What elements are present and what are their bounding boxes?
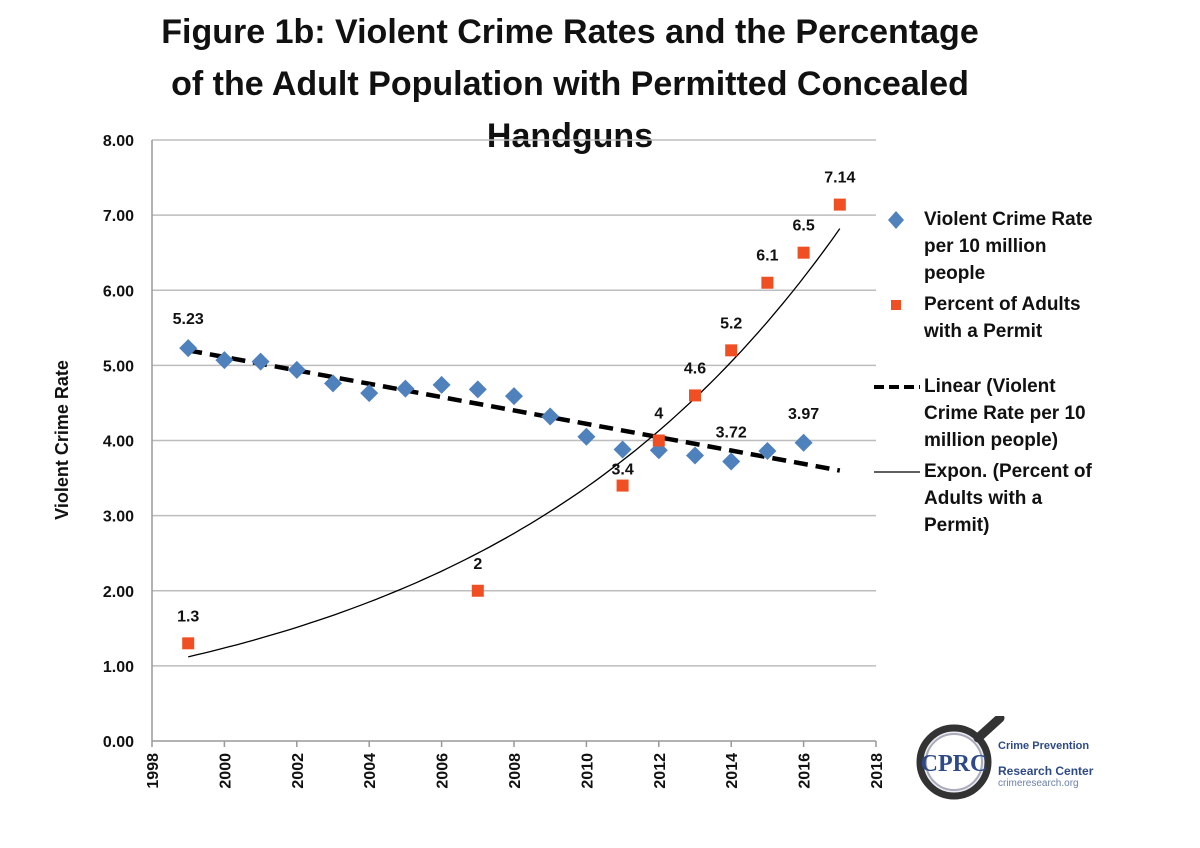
permit-percent-data-label: 3.4 bbox=[611, 462, 633, 479]
logo-line-1: Crime Prevention bbox=[998, 740, 1090, 752]
legend-label: Adults with a bbox=[924, 488, 1043, 509]
y-tick-label: 4.00 bbox=[103, 434, 134, 451]
legend-label: Linear (Violent bbox=[924, 376, 1056, 397]
permit-percent-data-label: 1.3 bbox=[177, 608, 199, 625]
chart-title-line-3: Handguns bbox=[486, 117, 654, 155]
violent-crime-point bbox=[613, 440, 632, 459]
legend-label: Crime Rate per 10 bbox=[924, 403, 1086, 424]
permit-percent-point bbox=[652, 434, 665, 447]
violent-crime-point bbox=[432, 375, 451, 394]
y-tick-label: 1.00 bbox=[103, 659, 134, 676]
permit-percent-point bbox=[797, 246, 810, 259]
cprc-logo: CPRC Crime Prevention Research Center cr… bbox=[908, 716, 1108, 804]
exponential-trendline bbox=[188, 228, 841, 658]
legend-label: Permit) bbox=[924, 515, 990, 536]
data-labels: 5.23 3.72 3.97 1.3 2 3.4 4 4.6 5.2 6.1 6.5 7.14 bbox=[173, 170, 856, 626]
x-tick-label: 2000 bbox=[217, 753, 234, 789]
legend-label: per 10 million bbox=[924, 236, 1047, 257]
dashed-line-icon bbox=[874, 385, 920, 389]
linear-trendline bbox=[187, 348, 841, 473]
permit-percent-point bbox=[689, 389, 701, 402]
x-tick-label: 2006 bbox=[435, 753, 452, 789]
axes: 0.00 1.00 2.00 3.00 4.00 5.00 6.00 7.00 8.00 1998… bbox=[103, 133, 886, 789]
logo-initials: CPRC bbox=[921, 751, 988, 777]
permit-percent-point bbox=[761, 276, 774, 289]
permit-percent-data-label: 7.14 bbox=[824, 170, 855, 187]
violent-crime-point bbox=[287, 360, 306, 379]
y-axis-label: Violent Crime Rate bbox=[52, 360, 72, 520]
legend-label: Percent of Adults bbox=[924, 294, 1081, 315]
legend-label: with a Permit bbox=[924, 321, 1043, 342]
violent-crime-point bbox=[794, 433, 813, 452]
y-tick-label: 7.00 bbox=[103, 208, 134, 225]
violent-crime-point bbox=[251, 352, 270, 371]
permit-percent-point bbox=[833, 198, 846, 211]
x-tick-label: 2002 bbox=[290, 753, 307, 789]
permit-percent-data-label: 5.2 bbox=[720, 315, 742, 332]
chart-title-line-2: of the Adult Population with Permitted C… bbox=[171, 65, 969, 103]
trendlines bbox=[187, 228, 841, 658]
x-tick-label: 2004 bbox=[362, 753, 379, 789]
chart-legend: Violent Crime Rate per 10 million people… bbox=[872, 206, 1122, 543]
legend-item-linear-trend: Linear (Violent Crime Rate per 10 millio… bbox=[872, 373, 1122, 454]
violent-crime-point bbox=[360, 384, 379, 403]
x-tick-label: 2012 bbox=[652, 753, 669, 789]
legend-item-expon-trend: Expon. (Percent of Adults with a Permit) bbox=[872, 458, 1122, 539]
permit-percent-data-label: 6.5 bbox=[792, 218, 814, 235]
violent-crime-point bbox=[541, 407, 560, 426]
permit-percent-point bbox=[725, 344, 738, 357]
y-tick-label: 3.00 bbox=[103, 509, 134, 526]
violent-crime-point bbox=[577, 427, 596, 446]
permit-percent-data-label: 6.1 bbox=[756, 248, 778, 265]
permit-percent-point bbox=[616, 479, 629, 492]
y-tick-label: 2.00 bbox=[103, 584, 134, 601]
violent-crime-data-label: 5.23 bbox=[173, 311, 204, 328]
violent-crime-point bbox=[468, 380, 487, 399]
chart-title-line-1: Figure 1b: Violent Crime Rates and the P… bbox=[161, 13, 979, 51]
x-tick-label: 2018 bbox=[869, 753, 886, 789]
logo-line-2: Research Center bbox=[998, 764, 1094, 778]
x-tick-label: 2014 bbox=[724, 753, 741, 789]
chart-title: Figure 1b: Violent Crime Rates and the P… bbox=[120, 6, 1020, 162]
permit-percent-point bbox=[182, 637, 195, 650]
y-tick-label: 6.00 bbox=[103, 283, 134, 300]
y-tick-label: 8.00 bbox=[103, 133, 134, 150]
permit-percent-point bbox=[471, 584, 484, 597]
legend-label: Violent Crime Rate bbox=[924, 209, 1093, 230]
legend-item-violent-crime-rate: Violent Crime Rate per 10 million people bbox=[872, 206, 1122, 287]
legend-label: Expon. (Percent of bbox=[924, 461, 1092, 482]
violent-crime-point bbox=[396, 379, 415, 398]
solid-line-icon bbox=[874, 471, 920, 473]
gridlines bbox=[152, 139, 876, 667]
legend-item-percent-permit: Percent of Adults with a Permit bbox=[872, 291, 1122, 345]
legend-label: million people) bbox=[924, 430, 1059, 451]
x-tick-label: 2016 bbox=[797, 753, 814, 789]
legend-label: people bbox=[924, 263, 986, 284]
y-tick-label: 5.00 bbox=[103, 358, 134, 375]
square-marker-icon bbox=[891, 300, 901, 310]
violent-crime-point bbox=[758, 442, 777, 461]
violent-crime-point bbox=[722, 452, 741, 471]
violent-crime-point bbox=[686, 446, 704, 465]
violent-crime-point bbox=[324, 374, 342, 393]
diamond-marker-icon bbox=[888, 211, 904, 229]
magnifier-logo-icon: CPRC bbox=[916, 716, 1005, 800]
logo-url: crimeresearch.org bbox=[998, 778, 1079, 789]
violent-crime-point bbox=[179, 339, 198, 358]
permit-percent-data-label: 2 bbox=[473, 556, 482, 573]
data-points bbox=[179, 198, 846, 650]
x-tick-label: 2010 bbox=[579, 753, 596, 789]
violent-crime-point bbox=[505, 387, 523, 406]
x-tick-label: 2008 bbox=[507, 753, 524, 789]
permit-percent-data-label: 4.6 bbox=[684, 360, 706, 377]
permit-percent-data-label: 4 bbox=[654, 406, 663, 423]
violent-crime-point bbox=[215, 351, 234, 370]
violent-crime-data-label: 3.97 bbox=[788, 406, 819, 423]
violent-crime-data-label: 3.72 bbox=[716, 425, 747, 442]
x-tick-label: 1998 bbox=[145, 753, 162, 789]
y-tick-label: 0.00 bbox=[103, 734, 134, 751]
